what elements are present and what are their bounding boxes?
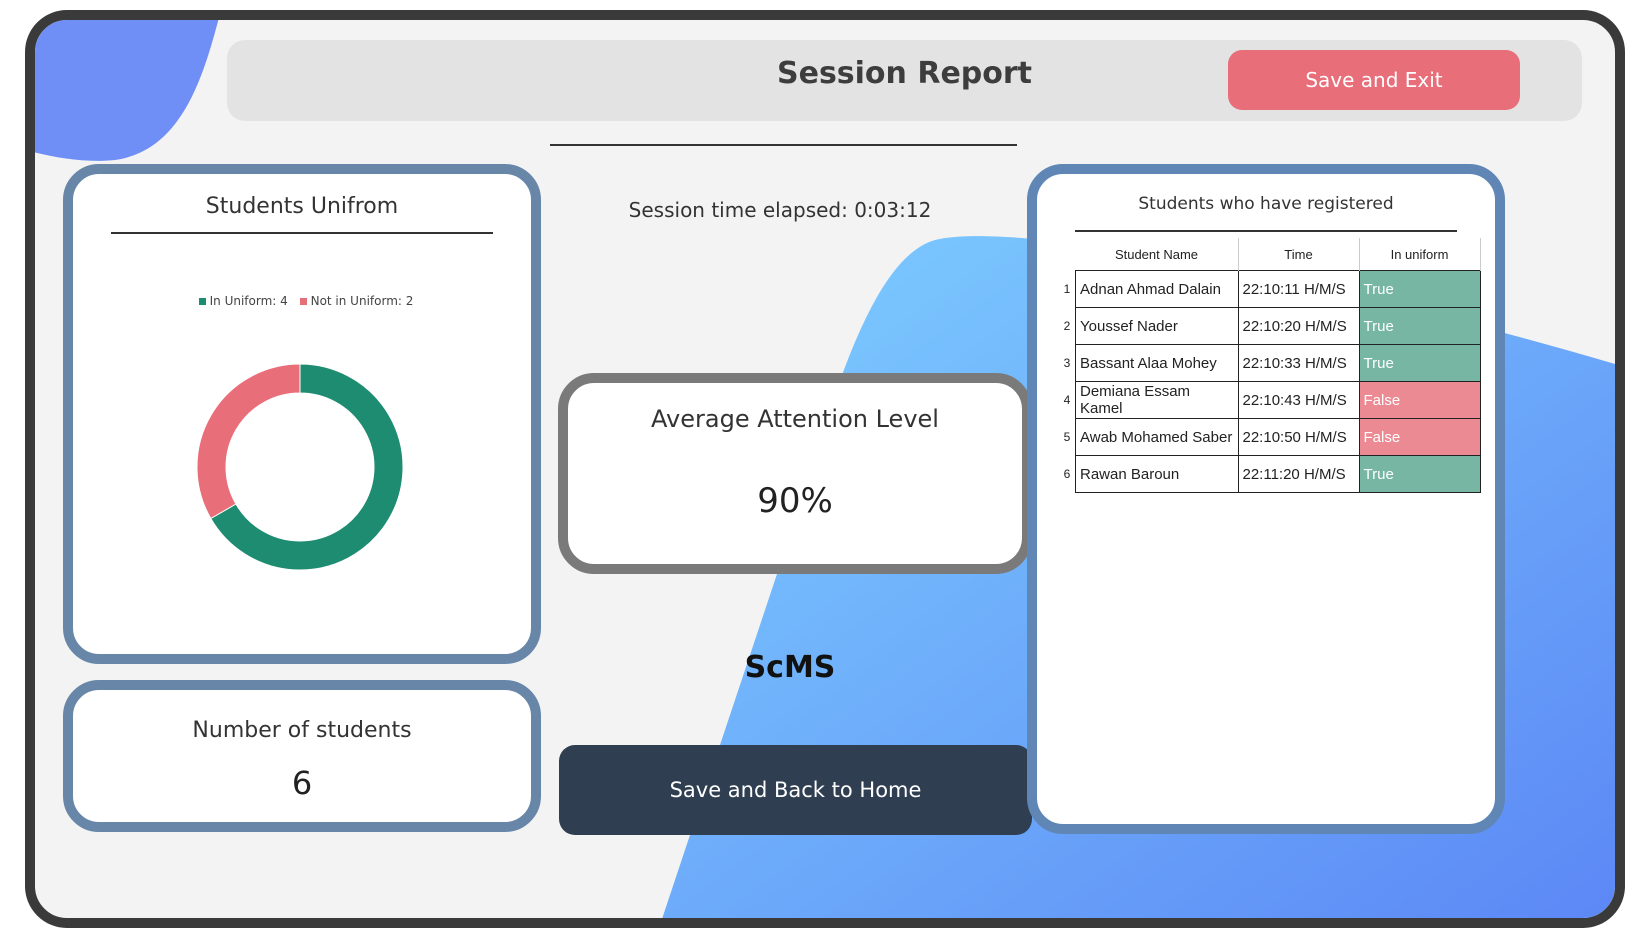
table-row[interactable]: 6 Rawan Baroun 22:11:20 H/M/S True [1059, 455, 1481, 493]
row-index: 4 [1063, 393, 1071, 407]
attention-value: 90% [757, 481, 833, 521]
row-index: 6 [1063, 467, 1071, 481]
attention-card: Average Attention Level 90% [558, 373, 1032, 574]
row-time: 22:11:20 H/M/S [1237, 455, 1360, 493]
row-index: 1 [1063, 282, 1071, 296]
app-window: Session Report Save and Exit Students Un… [25, 10, 1625, 928]
save-and-back-home-button[interactable]: Save and Back to Home [559, 745, 1032, 835]
row-student-name: Youssef Nader [1075, 307, 1239, 345]
divider-line [550, 144, 1017, 146]
row-time: 22:10:43 H/M/S [1237, 381, 1360, 419]
table-header-uniform[interactable]: In uniform [1359, 238, 1481, 271]
row-student-name: Bassant Alaa Mohey [1075, 344, 1239, 382]
registered-card-divider [1075, 230, 1457, 232]
donut-slice-not-in-uniform [196, 363, 301, 520]
donut-slice-in-uniform [210, 363, 404, 571]
row-student-name: Demiana Essam Kamel [1075, 381, 1239, 419]
row-time: 22:10:20 H/M/S [1237, 307, 1360, 345]
row-student-name: Awab Mohamed Saber [1075, 418, 1239, 456]
row-uniform-status: True [1358, 270, 1481, 308]
table-row[interactable]: 2 Youssef Nader 22:10:20 H/M/S True [1059, 307, 1481, 345]
legend-label-in-uniform: In Uniform: 4 [209, 294, 288, 308]
row-index: 2 [1063, 319, 1071, 333]
row-index: 3 [1063, 356, 1071, 370]
row-student-name: Adnan Ahmad Dalain [1075, 270, 1239, 308]
student-count-label: Number of students [192, 718, 412, 743]
row-student-name: Rawan Baroun [1075, 455, 1239, 493]
row-time: 22:10:11 H/M/S [1237, 270, 1360, 308]
table-header-row: Student Name Time In uniform [1059, 238, 1481, 271]
uniform-card-divider [111, 232, 493, 234]
table-header-name[interactable]: Student Name [1075, 238, 1239, 271]
row-uniform-status: False [1358, 381, 1481, 419]
table-row[interactable]: 1 Adnan Ahmad Dalain 22:10:11 H/M/S True [1059, 270, 1481, 308]
save-and-exit-button[interactable]: Save and Exit [1228, 50, 1520, 110]
table-header-time[interactable]: Time [1238, 238, 1360, 271]
row-index: 5 [1063, 430, 1071, 444]
registered-students-table: Student Name Time In uniform 1 Adnan Ahm… [1059, 238, 1481, 493]
row-uniform-status: True [1358, 307, 1481, 345]
uniform-card-title: Students Unifrom [205, 194, 399, 219]
page-title: Session Report [776, 56, 1033, 91]
row-uniform-status: True [1358, 455, 1481, 493]
table-row[interactable]: 5 Awab Mohamed Saber 22:10:50 H/M/S Fals… [1059, 418, 1481, 456]
legend-label-not-in-uniform: Not in Uniform: 2 [310, 294, 414, 308]
row-uniform-status: False [1358, 418, 1481, 456]
background-blob-top-left [35, 20, 219, 161]
session-elapsed-time: Session time elapsed: 0:03:12 [628, 198, 932, 222]
chart-legend: In Uniform: 4 Not in Uniform: 2 [73, 294, 531, 308]
table-row[interactable]: 3 Bassant Alaa Mohey 22:10:33 H/M/S True [1059, 344, 1481, 382]
student-count-value: 6 [291, 764, 313, 802]
student-count-card: Number of students 6 [63, 680, 541, 832]
table-row[interactable]: 4 Demiana Essam Kamel 22:10:43 H/M/S Fal… [1059, 381, 1481, 419]
legend-swatch-in-uniform [198, 297, 206, 305]
row-time: 22:10:50 H/M/S [1237, 418, 1360, 456]
row-uniform-status: True [1358, 344, 1481, 382]
row-time: 22:10:33 H/M/S [1237, 344, 1360, 382]
brand-logo-text: ScMS [744, 650, 836, 685]
uniform-card: Students Unifrom In Uniform: 4 Not in Un… [63, 164, 541, 664]
registered-card-title: Students who have registered [1138, 194, 1394, 214]
attention-title: Average Attention Level [651, 405, 939, 433]
legend-swatch-not-in-uniform [299, 297, 307, 305]
table-header-index [1059, 238, 1076, 271]
uniform-donut-chart [196, 363, 404, 571]
registered-students-card: Students who have registered Student Nam… [1027, 164, 1505, 834]
